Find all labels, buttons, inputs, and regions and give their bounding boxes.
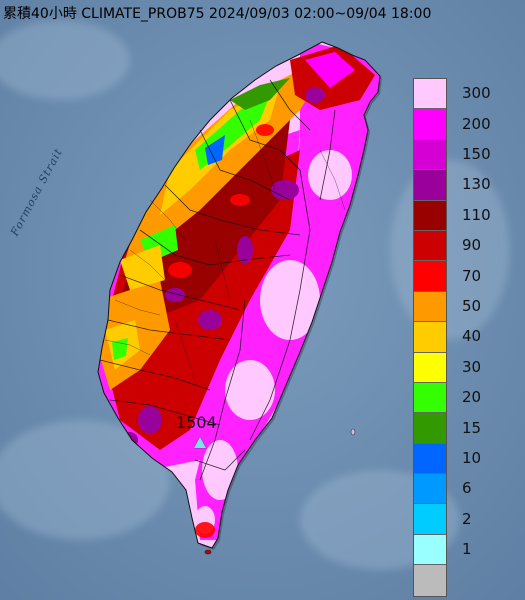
legend-swatch	[414, 504, 446, 535]
legend-swatch	[414, 200, 446, 231]
legend-label: 70	[462, 266, 482, 285]
legend-swatch	[414, 382, 446, 414]
legend-swatch	[414, 230, 446, 262]
legend-swatch	[414, 413, 446, 444]
offshore-islands	[204, 428, 356, 555]
legend-swatch	[414, 109, 446, 140]
township-boundaries	[104, 119, 346, 381]
legend-swatch	[414, 474, 446, 505]
legend-label: 300	[462, 84, 491, 103]
legend-colorbar	[413, 78, 447, 597]
legend-label: 40	[462, 327, 482, 346]
legend-label: 20	[462, 388, 482, 407]
legend-label: 110	[462, 205, 491, 224]
legend-swatch	[414, 79, 446, 110]
legend-label: 15	[462, 418, 482, 437]
max-station-value: 1504	[176, 413, 217, 432]
legend-swatch	[414, 534, 446, 566]
legend-swatch	[414, 139, 446, 171]
legend-swatch	[414, 443, 446, 475]
legend-swatch	[414, 352, 446, 383]
max-station-triangle-icon	[194, 437, 206, 448]
legend-label: 90	[462, 236, 482, 255]
legend-swatch	[414, 261, 446, 292]
legend-swatch	[414, 565, 446, 596]
map-title: 累積40小時 CLIMATE_PROB75 2024/09/03 02:00~0…	[3, 6, 432, 22]
legend-label: 30	[462, 357, 482, 376]
legend-swatch	[414, 291, 446, 323]
legend-label: 2	[462, 509, 472, 528]
county-boundaries	[99, 79, 336, 481]
legend-label: 1	[462, 540, 472, 559]
legend-label: 130	[462, 175, 491, 194]
legend-label: 10	[462, 449, 482, 467]
legend-label: 6	[462, 479, 472, 498]
legend-label: 150	[462, 145, 491, 163]
legend-label: 50	[462, 297, 482, 315]
legend-swatch	[414, 322, 446, 353]
legend-label: 200	[462, 114, 491, 133]
legend-swatch	[414, 170, 446, 201]
coastline	[97, 41, 381, 549]
